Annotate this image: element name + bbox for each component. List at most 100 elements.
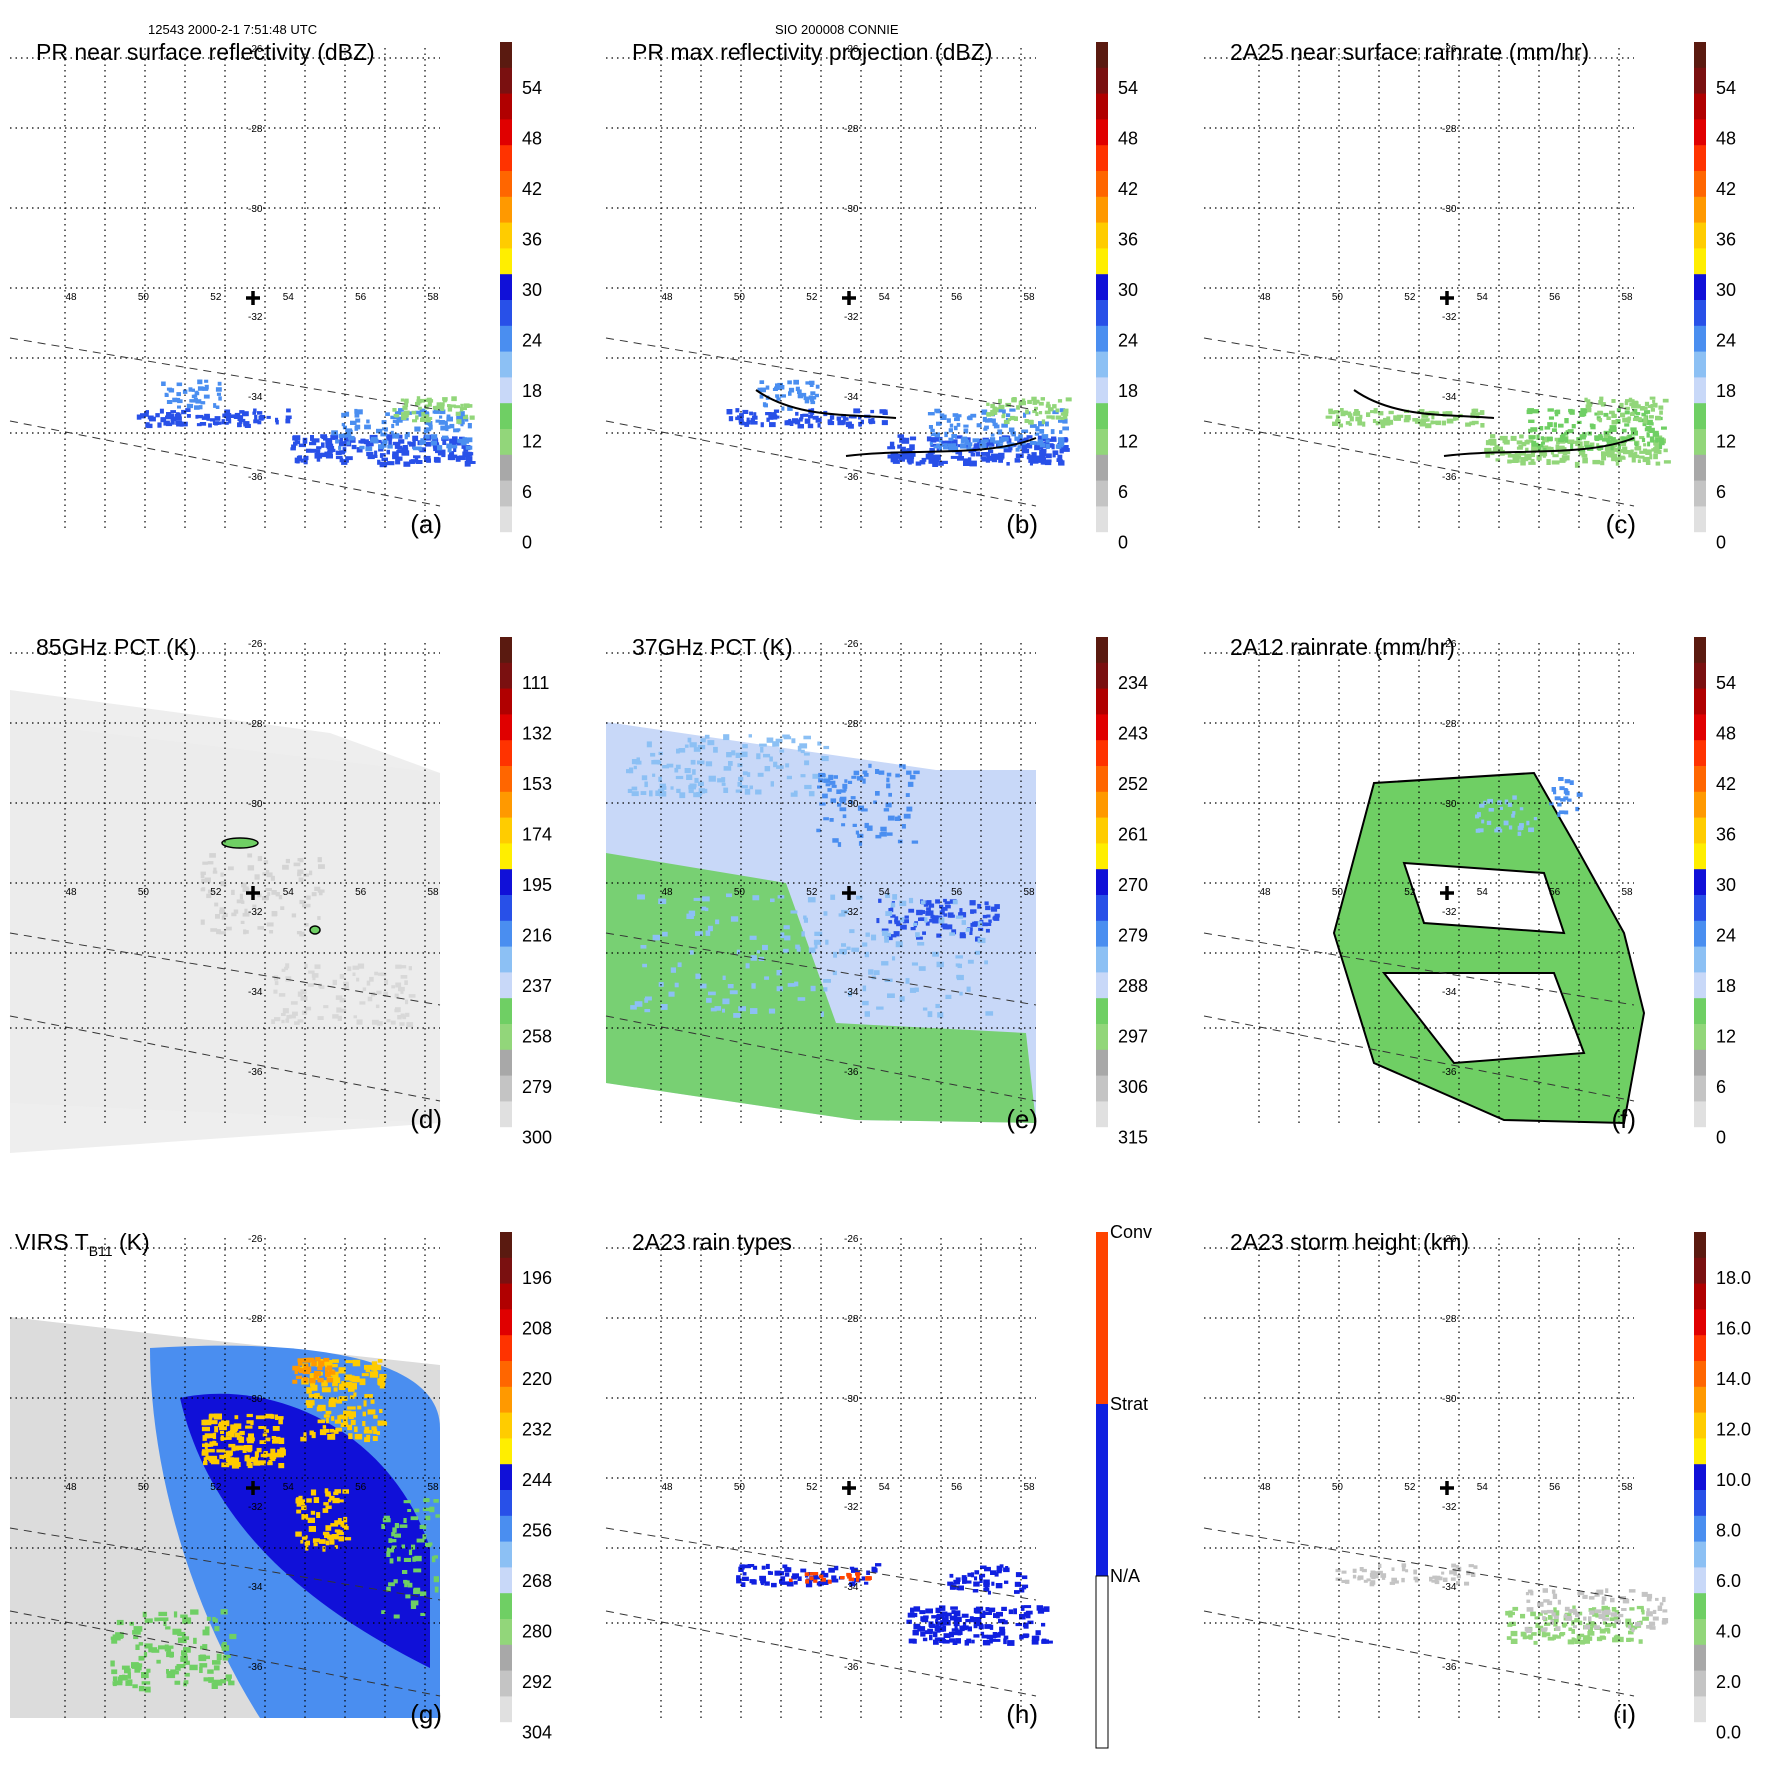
lat-label: -34 [248, 987, 263, 998]
lon-label: 56 [355, 887, 367, 898]
geo-labels: 48 50 52 54 56 58 -26 -28 -30 -32 -34 -36 [1259, 1234, 1633, 1673]
lat-lon-grid [1203, 1238, 1635, 1718]
colorbar-tick-label: 261 [1118, 825, 1148, 845]
field-layer [736, 1563, 1053, 1646]
lat-label: -34 [1442, 987, 1457, 998]
colorbar-tick-label: 54 [522, 78, 542, 98]
lat-label: -26 [844, 44, 859, 55]
colorbar-tick-label: 6.0 [1716, 1571, 1741, 1591]
colorbar-tick-label: 6 [1716, 1077, 1726, 1097]
lat-label: -30 [1442, 799, 1457, 810]
lat-label: -28 [844, 719, 859, 730]
lon-label: 48 [1259, 887, 1271, 898]
lat-label: -30 [844, 1394, 859, 1405]
plus-icon [842, 886, 856, 900]
colorbar-tick-label: 252 [1118, 774, 1148, 794]
panel-title: VIRS TB11 (K) [15, 1229, 150, 1259]
panel-c: 48 50 52 54 56 58 -26 -28 -30 -32 -34 -36 2A25 near … [1203, 39, 1736, 559]
colorbar: 234 243 252 261 270 279 288 297 306 315 [1096, 637, 1148, 1154]
panel-label: (a) [410, 509, 442, 539]
colorbar-tick-label: 6 [522, 482, 532, 502]
lon-label: 56 [355, 292, 367, 303]
lat-label: -34 [844, 1582, 859, 1593]
colorbar-tick-label: 0 [1118, 533, 1128, 553]
lon-label: 56 [951, 292, 963, 303]
colorbar-tick-label: 18 [1716, 976, 1736, 996]
lat-label: -26 [1442, 1234, 1457, 1245]
lon-label: 50 [1332, 292, 1344, 303]
colorbar-tick-label: 0 [1716, 533, 1726, 553]
panel-title: 2A23 rain types [632, 1229, 792, 1255]
colorbar-tick-label: 12 [1716, 1027, 1736, 1047]
colorbar-tick-label: 48 [1118, 129, 1138, 149]
lon-label: 52 [1404, 292, 1416, 303]
colorbar-tick-label: 24 [1716, 331, 1736, 351]
lon-label: 54 [879, 887, 891, 898]
colorbar-tick-label: 36 [1118, 230, 1138, 250]
lat-label: -36 [1442, 472, 1457, 483]
colorbar: 54 48 42 36 30 24 18 12 6 0 [1096, 42, 1138, 559]
panel-title: 2A12 rainrate (mm/hr) [1230, 634, 1455, 660]
lon-label: 54 [879, 1482, 891, 1493]
lat-lon-grid [605, 643, 1037, 1123]
lon-label: 54 [879, 292, 891, 303]
colorbar-tick-label: 6 [1118, 482, 1128, 502]
colorbar-tick-label: 153 [522, 774, 552, 794]
colorbar: Conv Strat N/A [1095, 1222, 1152, 1749]
colorbar: 54 48 42 36 30 24 18 12 6 0 [1694, 42, 1736, 559]
lon-label: 52 [806, 292, 818, 303]
geo-labels: 48 50 52 54 56 58 -26 -28 -30 -32 -34 -36 [65, 1234, 439, 1673]
lon-label: 56 [951, 887, 963, 898]
lon-label: 56 [1549, 292, 1561, 303]
lat-label: -36 [844, 1067, 859, 1078]
colorbar: 111 132 153 174 195 216 237 258 279 300 [500, 637, 552, 1154]
lon-label: 52 [1404, 887, 1416, 898]
colorbar-tick-label: 258 [522, 1027, 552, 1047]
lon-label: 56 [1549, 1482, 1561, 1493]
panel-b: 48 50 52 54 56 58 -26 -28 -30 -32 -34 -36 PR max ref… [605, 39, 1138, 559]
lon-label: 58 [1023, 1482, 1035, 1493]
lat-label: -34 [248, 1582, 263, 1593]
panel-label: (c) [1606, 509, 1636, 539]
lon-label: 48 [65, 1482, 77, 1493]
colorbar-tick-label: 315 [1118, 1128, 1148, 1148]
header-storm-name: SIO 200008 CONNIE [775, 22, 899, 37]
lat-lon-grid [1203, 48, 1635, 528]
lon-label: 58 [427, 887, 439, 898]
panel-title: PR max reflectivity projection (dBZ) [632, 39, 992, 65]
geo-labels: 48 50 52 54 56 58 -26 -28 -30 -32 -34 -36 [661, 44, 1035, 483]
lon-label: 50 [138, 292, 150, 303]
lon-label: 48 [661, 887, 673, 898]
lon-label: 52 [1404, 1482, 1416, 1493]
lon-label: 54 [1477, 1482, 1489, 1493]
colorbar-tick-label: 24 [1118, 331, 1138, 351]
colorbar-tick-label: 111 [522, 673, 549, 693]
geo-labels: 48 50 52 54 56 58 -26 -28 -30 -32 -34 -36 [661, 1234, 1035, 1673]
colorbar-tick-label: 54 [1716, 78, 1736, 98]
colorbar-tick-label: 234 [1118, 673, 1148, 693]
panel-a: 48 50 52 54 56 58 -26 -28 -30 -32 -34 -36 PR near su… [9, 39, 542, 559]
geo-labels: 48 50 52 54 56 58 -26 -28 -30 -32 -34 -36 [65, 639, 439, 1078]
colorbar-tick-label: 220 [522, 1369, 552, 1389]
lon-label: 50 [1332, 1482, 1344, 1493]
colorbar-tick-label: 12 [1118, 432, 1138, 452]
panel-label: (h) [1006, 1699, 1038, 1729]
lat-label: -28 [844, 1314, 859, 1325]
lat-label: -32 [248, 907, 263, 918]
contour-lines [755, 389, 1037, 457]
colorbar-tick-label: 216 [522, 926, 552, 946]
contour-lines [1353, 389, 1635, 457]
colorbar-tick-label: 18 [522, 381, 542, 401]
colorbar-tick-label: 42 [1118, 179, 1138, 199]
colorbar-tick-label: 232 [522, 1420, 552, 1440]
panel-h: 48 50 52 54 56 58 -26 -28 -30 -32 -34 -36 2A23 rain … [605, 1222, 1152, 1749]
colorbar-tick-label: 280 [522, 1622, 552, 1642]
lon-label: 52 [210, 1482, 222, 1493]
lat-label: -36 [844, 1662, 859, 1673]
field-layer [10, 690, 440, 1153]
colorbar: 196 208 220 232 244 256 268 280 292 304 [500, 1232, 552, 1749]
lon-label: 58 [427, 1482, 439, 1493]
lat-label: -26 [844, 1234, 859, 1245]
lon-label: 54 [283, 887, 295, 898]
lat-label: -36 [248, 472, 263, 483]
